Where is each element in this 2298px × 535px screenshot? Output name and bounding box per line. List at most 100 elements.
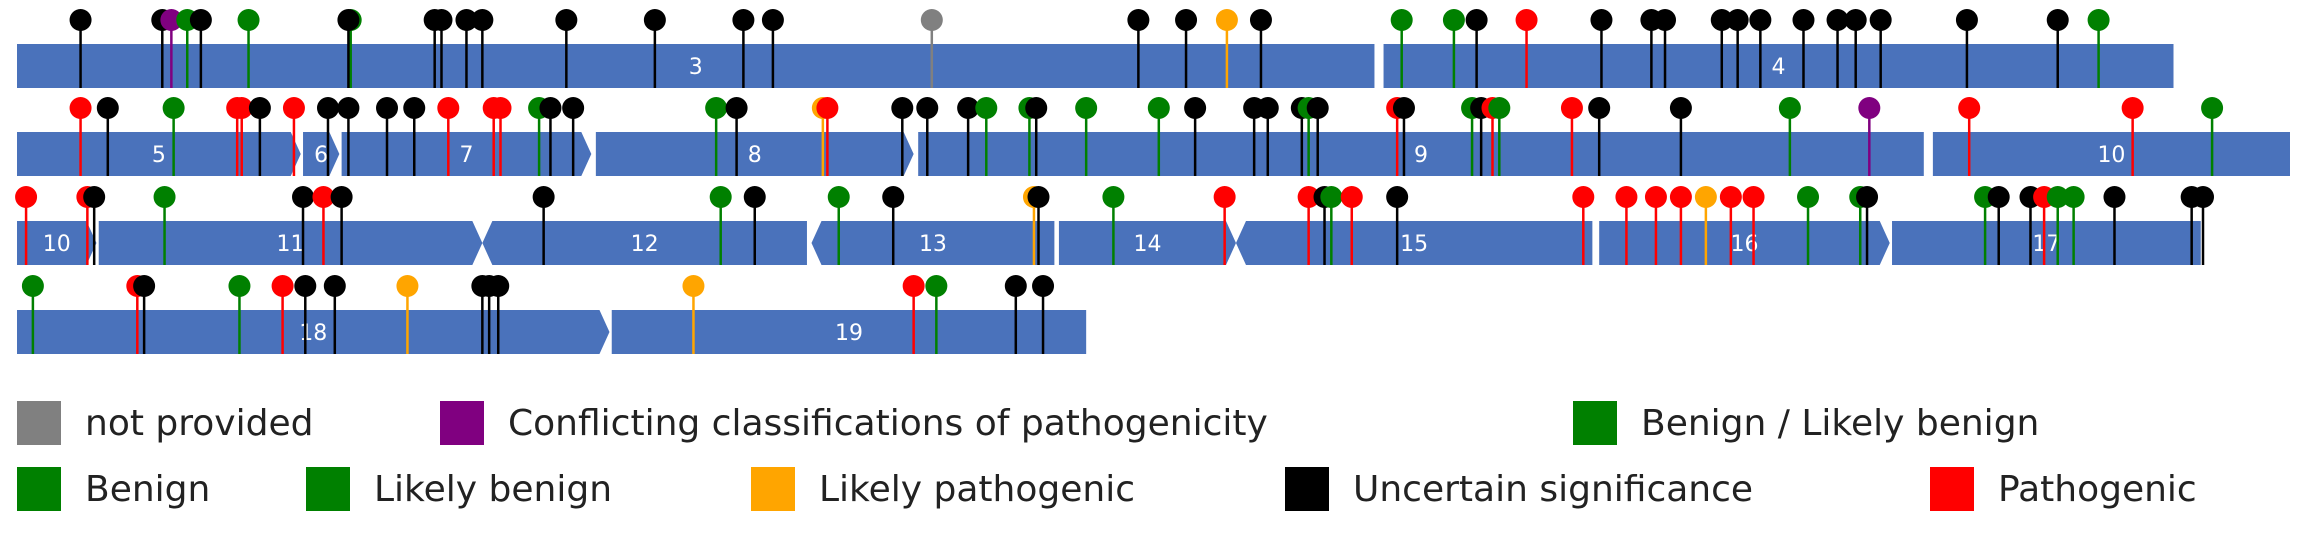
variant-marker-benign[interactable] bbox=[1488, 97, 1511, 119]
variant-marker-uncertain[interactable] bbox=[1032, 275, 1055, 297]
variant-marker-uncertain[interactable] bbox=[1856, 186, 1879, 208]
variant-marker-uncertain[interactable] bbox=[725, 97, 748, 119]
variant-marker-uncertain[interactable] bbox=[330, 186, 353, 208]
variant-marker-benign[interactable] bbox=[1147, 97, 1170, 119]
variant-marker-benign[interactable] bbox=[1390, 9, 1413, 31]
variant-marker-benign[interactable] bbox=[925, 275, 948, 297]
variant-marker-pathogenic[interactable] bbox=[1515, 9, 1538, 31]
variant-marker-likely-pathogenic[interactable] bbox=[1694, 186, 1717, 208]
variant-marker-uncertain[interactable] bbox=[1710, 9, 1733, 31]
variant-marker-uncertain[interactable] bbox=[455, 9, 478, 31]
variant-marker-benign[interactable] bbox=[1320, 186, 1343, 208]
variant-marker-uncertain[interactable] bbox=[248, 97, 271, 119]
variant-marker-uncertain[interactable] bbox=[1027, 186, 1050, 208]
variant-marker-benign[interactable] bbox=[1778, 97, 1801, 119]
variant-marker-uncertain[interactable] bbox=[189, 9, 212, 31]
variant-marker-pathogenic[interactable] bbox=[271, 275, 294, 297]
variant-marker-pathogenic[interactable] bbox=[1297, 186, 1320, 208]
variant-marker-uncertain[interactable] bbox=[643, 9, 666, 31]
variant-marker-uncertain[interactable] bbox=[403, 97, 426, 119]
variant-marker-benign[interactable] bbox=[228, 275, 251, 297]
variant-marker-uncertain[interactable] bbox=[1256, 97, 1279, 119]
variant-marker-benign[interactable] bbox=[1797, 186, 1820, 208]
variant-marker-uncertain[interactable] bbox=[1654, 9, 1677, 31]
variant-marker-uncertain[interactable] bbox=[539, 97, 562, 119]
variant-marker-likely-pathogenic[interactable] bbox=[1215, 9, 1238, 31]
variant-marker-uncertain[interactable] bbox=[916, 97, 939, 119]
variant-marker-uncertain[interactable] bbox=[1386, 186, 1409, 208]
variant-marker-uncertain[interactable] bbox=[337, 9, 360, 31]
variant-marker-uncertain[interactable] bbox=[1127, 9, 1150, 31]
variant-marker-uncertain[interactable] bbox=[2046, 9, 2069, 31]
variant-marker-uncertain[interactable] bbox=[376, 97, 399, 119]
variant-marker-uncertain[interactable] bbox=[1792, 9, 1815, 31]
variant-marker-pathogenic[interactable] bbox=[1644, 186, 1667, 208]
variant-marker-uncertain[interactable] bbox=[1844, 9, 1867, 31]
variant-marker-pathogenic[interactable] bbox=[816, 97, 839, 119]
variant-marker-uncertain[interactable] bbox=[83, 186, 106, 208]
variant-marker-pathogenic[interactable] bbox=[1572, 186, 1595, 208]
variant-marker-likely-pathogenic[interactable] bbox=[682, 275, 705, 297]
variant-marker-uncertain[interactable] bbox=[133, 275, 156, 297]
variant-marker-benign[interactable] bbox=[2201, 97, 2224, 119]
variant-marker-pathogenic[interactable] bbox=[437, 97, 460, 119]
variant-marker-uncertain[interactable] bbox=[1025, 97, 1048, 119]
variant-marker-uncertain[interactable] bbox=[316, 97, 339, 119]
variant-marker-uncertain[interactable] bbox=[471, 9, 494, 31]
variant-marker-uncertain[interactable] bbox=[1465, 9, 1488, 31]
variant-marker-pathogenic[interactable] bbox=[69, 97, 92, 119]
variant-marker-benign[interactable] bbox=[162, 97, 185, 119]
variant-marker-uncertain[interactable] bbox=[1184, 97, 1207, 119]
variant-marker-uncertain[interactable] bbox=[1392, 97, 1415, 119]
variant-marker-likely-pathogenic[interactable] bbox=[396, 275, 419, 297]
variant-marker-pathogenic[interactable] bbox=[1742, 186, 1765, 208]
variant-marker-uncertain[interactable] bbox=[1726, 9, 1749, 31]
variant-marker-conflicting[interactable] bbox=[1858, 97, 1881, 119]
variant-marker-benign[interactable] bbox=[2046, 186, 2069, 208]
variant-marker-pathogenic[interactable] bbox=[1719, 186, 1742, 208]
variant-marker-pathogenic[interactable] bbox=[1560, 97, 1583, 119]
variant-marker-uncertain[interactable] bbox=[1588, 97, 1611, 119]
variant-marker-uncertain[interactable] bbox=[1749, 9, 1772, 31]
variant-marker-uncertain[interactable] bbox=[1826, 9, 1849, 31]
variant-marker-uncertain[interactable] bbox=[891, 97, 914, 119]
variant-marker-uncertain[interactable] bbox=[430, 9, 453, 31]
variant-marker-uncertain[interactable] bbox=[1955, 9, 1978, 31]
variant-marker-benign[interactable] bbox=[2062, 186, 2085, 208]
variant-marker-uncertain[interactable] bbox=[337, 97, 360, 119]
variant-marker-uncertain[interactable] bbox=[294, 275, 317, 297]
variant-marker-benign[interactable] bbox=[1442, 9, 1465, 31]
variant-marker-uncertain[interactable] bbox=[96, 97, 119, 119]
variant-marker-uncertain[interactable] bbox=[487, 275, 510, 297]
variant-marker-uncertain[interactable] bbox=[2192, 186, 2215, 208]
variant-marker-uncertain[interactable] bbox=[957, 97, 980, 119]
variant-marker-uncertain[interactable] bbox=[743, 186, 766, 208]
variant-marker-pathogenic[interactable] bbox=[1213, 186, 1236, 208]
variant-marker-benign[interactable] bbox=[1075, 97, 1098, 119]
variant-marker-benign[interactable] bbox=[153, 186, 176, 208]
variant-marker-pathogenic[interactable] bbox=[489, 97, 512, 119]
variant-marker-uncertain[interactable] bbox=[1175, 9, 1198, 31]
variant-marker-uncertain[interactable] bbox=[562, 97, 585, 119]
variant-marker-conflicting[interactable] bbox=[160, 9, 183, 31]
variant-marker-pathogenic[interactable] bbox=[312, 186, 335, 208]
variant-marker-uncertain[interactable] bbox=[1869, 9, 1892, 31]
variant-marker-uncertain[interactable] bbox=[1004, 275, 1027, 297]
variant-marker-uncertain[interactable] bbox=[1669, 97, 1692, 119]
variant-marker-pathogenic[interactable] bbox=[902, 275, 925, 297]
variant-marker-pathogenic[interactable] bbox=[1669, 186, 1692, 208]
variant-marker-benign[interactable] bbox=[237, 9, 260, 31]
variant-marker-pathogenic[interactable] bbox=[1958, 97, 1981, 119]
variant-marker-benign[interactable] bbox=[21, 275, 44, 297]
variant-marker-uncertain[interactable] bbox=[323, 275, 346, 297]
variant-marker-uncertain[interactable] bbox=[1590, 9, 1613, 31]
variant-marker-pathogenic[interactable] bbox=[15, 186, 38, 208]
variant-marker-benign[interactable] bbox=[705, 97, 728, 119]
variant-marker-pathogenic[interactable] bbox=[230, 97, 253, 119]
variant-marker-uncertain[interactable] bbox=[2103, 186, 2126, 208]
variant-marker-pathogenic[interactable] bbox=[2121, 97, 2144, 119]
variant-marker-uncertain[interactable] bbox=[532, 186, 555, 208]
variant-marker-not-provided[interactable] bbox=[920, 9, 943, 31]
variant-marker-uncertain[interactable] bbox=[555, 9, 578, 31]
variant-marker-benign[interactable] bbox=[2087, 9, 2110, 31]
